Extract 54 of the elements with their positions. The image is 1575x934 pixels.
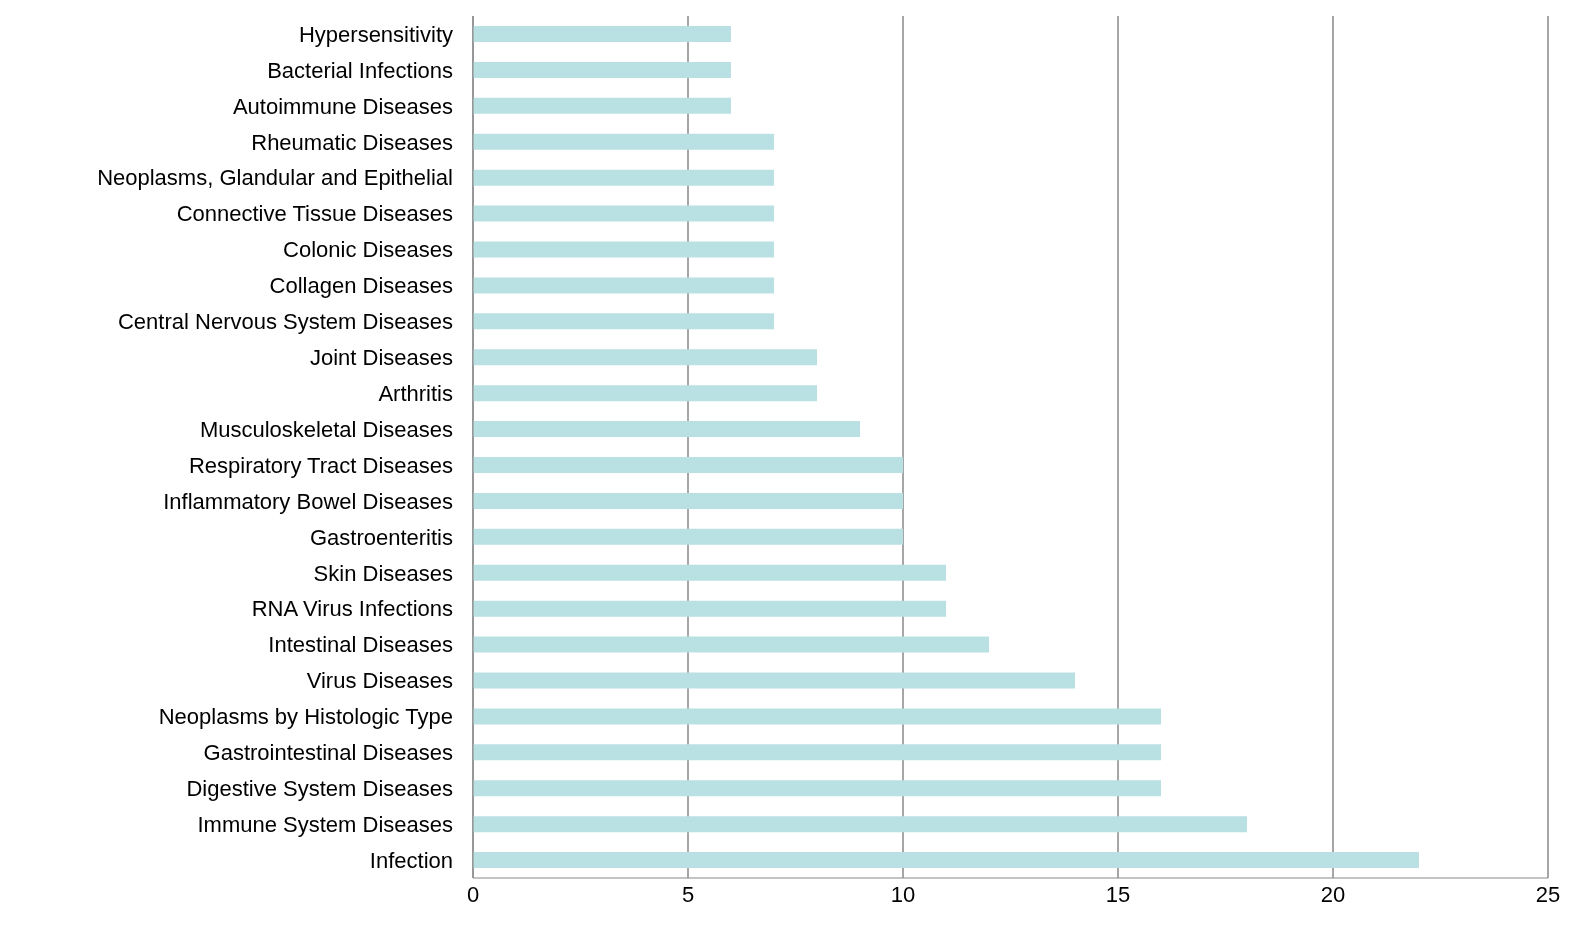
bar bbox=[473, 816, 1247, 833]
x-tick-label: 0 bbox=[466, 881, 480, 907]
x-tick-label: 10 bbox=[890, 881, 916, 907]
y-tick-label: Virus Diseases bbox=[306, 668, 453, 694]
x-tick-label: 5 bbox=[681, 881, 695, 907]
bar bbox=[473, 492, 903, 509]
y-tick-label: Autoimmune Diseases bbox=[232, 93, 453, 119]
bar bbox=[473, 528, 903, 545]
bar bbox=[473, 852, 1419, 869]
bar bbox=[473, 564, 946, 581]
y-tick-label: Hypersensitivity bbox=[298, 21, 453, 47]
x-tick-label: 15 bbox=[1105, 881, 1131, 907]
y-tick-label: Respiratory Tract Diseases bbox=[188, 452, 453, 478]
y-tick-label: RNA Virus Infections bbox=[251, 596, 453, 622]
bar bbox=[473, 600, 946, 617]
y-tick-label: Inflammatory Bowel Diseases bbox=[163, 488, 453, 514]
x-tick-label: 25 bbox=[1535, 881, 1561, 907]
bar bbox=[473, 780, 1161, 797]
y-tick-label: Immune System Diseases bbox=[197, 811, 453, 837]
bar bbox=[473, 457, 903, 473]
bar bbox=[473, 708, 1161, 725]
y-tick-label: Colonic Diseases bbox=[283, 237, 453, 263]
bar bbox=[473, 672, 1075, 689]
bar bbox=[473, 61, 731, 78]
bar bbox=[473, 26, 731, 42]
bar bbox=[473, 385, 817, 402]
y-tick-label: Joint Diseases bbox=[309, 345, 453, 371]
bar bbox=[473, 744, 1161, 761]
bar bbox=[473, 313, 774, 330]
bar bbox=[473, 277, 774, 294]
bar bbox=[473, 169, 774, 186]
bar bbox=[473, 205, 774, 222]
y-tick-label: Collagen Diseases bbox=[269, 273, 453, 299]
y-tick-label: Central Nervous System Diseases bbox=[117, 309, 453, 335]
bar bbox=[473, 241, 774, 258]
y-tick-label: Intestinal Diseases bbox=[268, 632, 453, 658]
y-tick-label: Connective Tissue Diseases bbox=[176, 201, 453, 227]
bar bbox=[473, 421, 860, 438]
y-tick-label: Gastrointestinal Diseases bbox=[203, 740, 453, 766]
y-tick-label: Skin Diseases bbox=[313, 560, 453, 586]
y-tick-label: Arthritis bbox=[378, 380, 453, 406]
bar bbox=[473, 349, 817, 366]
y-tick-label: Musculoskeletal Diseases bbox=[199, 416, 453, 442]
y-tick-label: Digestive System Diseases bbox=[186, 776, 453, 802]
bar bbox=[473, 133, 774, 150]
x-tick-label: 20 bbox=[1320, 881, 1346, 907]
y-tick-label: Bacterial Infections bbox=[267, 57, 453, 83]
y-tick-label: Infection bbox=[369, 847, 453, 873]
bar bbox=[473, 636, 989, 653]
y-tick-label: Gastroenteritis bbox=[309, 524, 453, 550]
y-tick-label: Rheumatic Diseases bbox=[251, 129, 453, 155]
y-tick-label: Neoplasms, Glandular and Epithelial bbox=[97, 165, 453, 191]
y-tick-label: Neoplasms by Histologic Type bbox=[158, 704, 453, 730]
bar bbox=[473, 97, 731, 114]
